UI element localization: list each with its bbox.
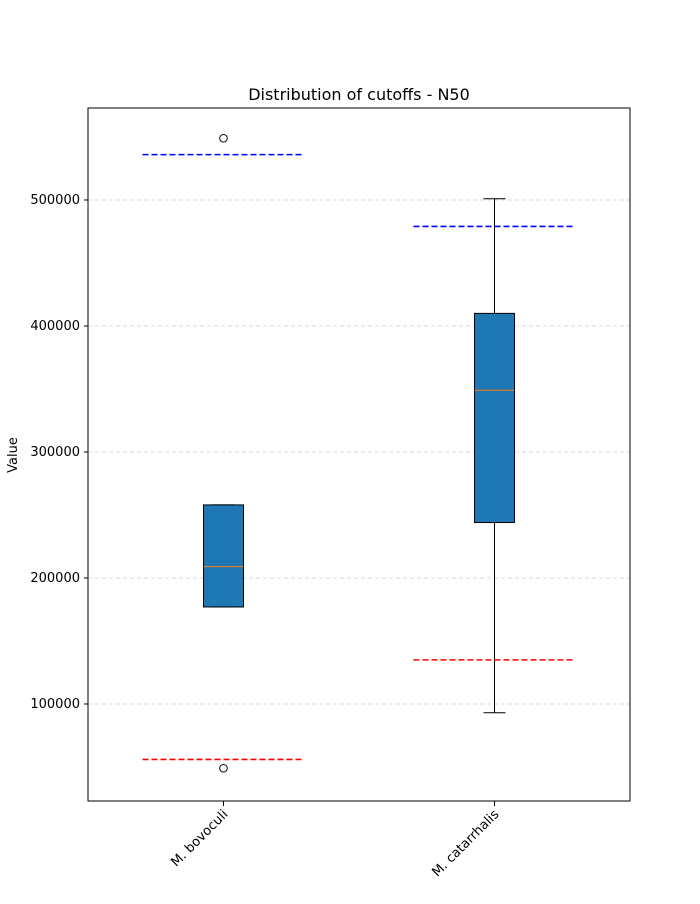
box-body: [203, 504, 244, 608]
box-body: [474, 312, 515, 524]
grid-lines: [88, 199, 630, 705]
box-series: [142, 133, 576, 773]
chart-title: Distribution of cutoffs - N50: [248, 85, 470, 104]
x-tick-label: M. bovoculi: [168, 807, 231, 870]
y-tick-label: 300000: [30, 445, 80, 460]
y-tick-label: 400000: [30, 319, 80, 334]
outlier-point: [219, 133, 228, 143]
box-group: [413, 198, 576, 714]
box-group: [142, 133, 305, 773]
y-tick-label: 200000: [30, 571, 80, 586]
x-tick-label: M. catarrhalis: [429, 807, 502, 880]
x-axis-ticks: M. bovoculi M. catarrhalis: [168, 801, 502, 880]
y-axis-label: Value: [6, 437, 21, 473]
plot-area-frame: [87, 107, 631, 802]
outlier-point: [219, 763, 228, 773]
y-tick-label: 100000: [30, 697, 80, 712]
y-tick-label: 500000: [30, 193, 80, 208]
y-axis-ticks: 100000 200000 300000 400000 500000: [30, 193, 88, 712]
